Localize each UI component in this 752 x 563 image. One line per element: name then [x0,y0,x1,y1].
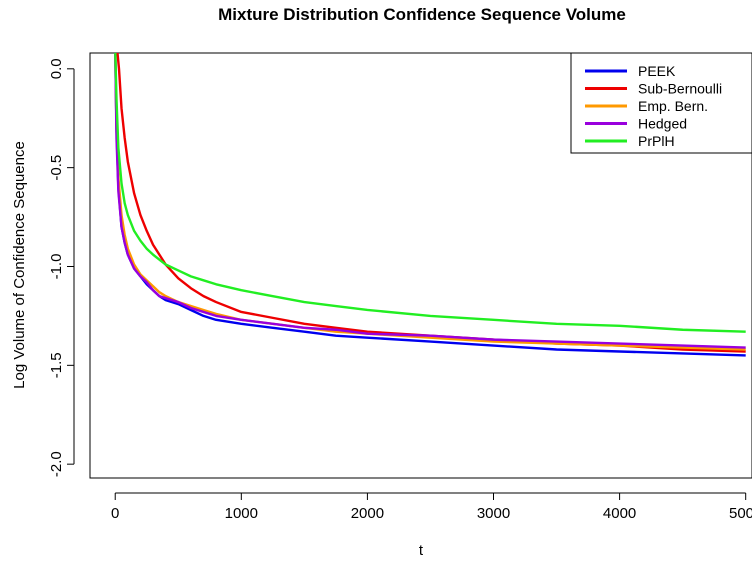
y-axis: 0.0 -0.5 -1.0 -1.5 -2.0 [48,58,75,477]
x-tick-label: 3000 [477,505,510,522]
series-layer [114,53,746,357]
x-tick-label: 0 [111,505,119,522]
legend-box [570,52,752,154]
series-line-hedged [114,53,746,349]
plot-area-frame [89,52,752,479]
y-tick-label: 0.0 [48,58,65,79]
legend-label-sub-bernoulli: Sub-Bernoulli [638,81,722,97]
legend-label-hedged: Hedged [638,116,687,132]
y-tick-label: -2.0 [48,451,65,477]
series-line-prplh [114,53,746,333]
legend-label-emp-bern: Emp. Bern. [638,98,708,114]
x-axis-label: t [419,542,424,559]
x-tick-label: 4000 [603,505,636,522]
series-line-emp-bern [114,53,746,351]
chart-title: Mixture Distribution Confidence Sequence… [218,5,626,24]
x-tick-label: 2000 [351,505,384,522]
legend-label-prplh: PrPlH [638,133,675,149]
y-tick-label: -0.5 [48,155,65,181]
x-tick-label: 1000 [225,505,258,522]
y-axis-label: Log Volume of Confidence Sequence [11,141,28,389]
legend-label-peek: PEEK [638,63,676,79]
y-tick-label: -1.5 [48,352,65,378]
y-tick-label: -1.0 [48,254,65,280]
